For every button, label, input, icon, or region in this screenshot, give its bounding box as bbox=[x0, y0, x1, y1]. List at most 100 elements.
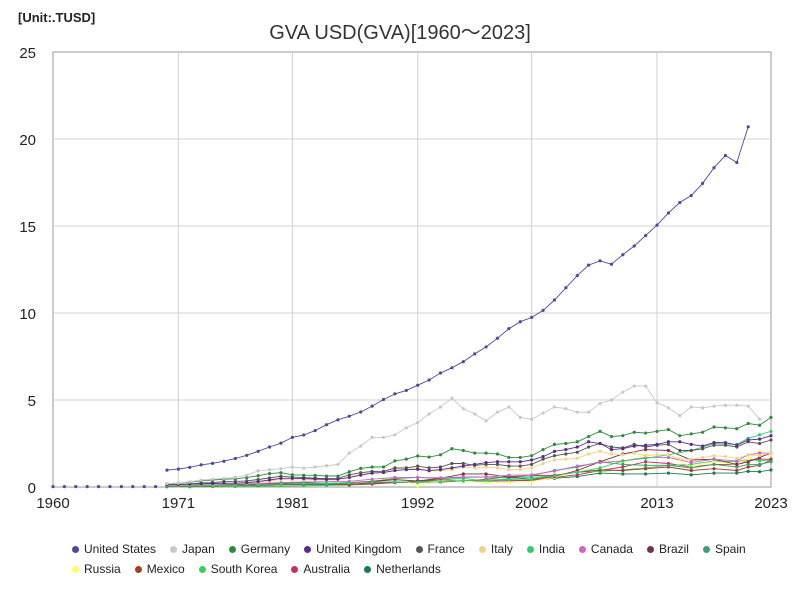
data-point bbox=[85, 485, 89, 489]
data-point bbox=[564, 452, 568, 456]
data-point bbox=[279, 467, 283, 471]
data-point bbox=[427, 412, 431, 416]
data-point bbox=[359, 444, 363, 448]
data-point bbox=[359, 466, 363, 470]
data-point bbox=[758, 451, 762, 455]
data-point bbox=[735, 465, 739, 469]
data-point bbox=[404, 457, 408, 461]
data-point bbox=[347, 475, 351, 480]
data-point bbox=[222, 481, 226, 485]
data-point bbox=[758, 441, 762, 446]
data-point bbox=[302, 477, 306, 481]
data-point bbox=[313, 477, 317, 481]
data-point bbox=[655, 453, 659, 457]
data-point bbox=[199, 463, 203, 467]
data-point bbox=[222, 476, 226, 480]
data-point bbox=[427, 466, 431, 470]
data-point bbox=[644, 463, 648, 467]
data-point bbox=[701, 181, 705, 185]
data-point bbox=[712, 457, 716, 461]
data-point bbox=[245, 476, 249, 480]
series-line bbox=[166, 450, 772, 486]
data-point bbox=[701, 430, 705, 434]
data-point bbox=[541, 457, 545, 461]
data-point bbox=[530, 454, 534, 458]
data-point bbox=[746, 465, 750, 469]
data-point bbox=[666, 448, 671, 453]
data-point bbox=[621, 459, 625, 463]
data-point bbox=[119, 485, 123, 489]
data-point bbox=[279, 476, 283, 480]
data-point bbox=[416, 383, 420, 387]
legend-row: Russia Mexico South Korea Australia Netherla… bbox=[72, 562, 772, 576]
data-point bbox=[336, 418, 340, 422]
data-point bbox=[712, 443, 716, 447]
legend-label: Japan bbox=[182, 542, 215, 556]
series-line bbox=[166, 126, 749, 471]
data-point bbox=[609, 452, 614, 456]
x-tick-label: 1981 bbox=[276, 495, 309, 512]
data-point bbox=[495, 336, 500, 340]
data-point bbox=[450, 461, 454, 466]
y-tick-label: 5 bbox=[28, 393, 36, 410]
legend-label: Netherlands bbox=[376, 562, 441, 576]
data-point bbox=[575, 410, 579, 414]
legend-swatch bbox=[170, 545, 178, 553]
data-point bbox=[689, 442, 693, 446]
data-point bbox=[598, 429, 602, 433]
data-point bbox=[347, 481, 351, 485]
data-point bbox=[290, 465, 294, 469]
data-point bbox=[758, 433, 762, 437]
data-point bbox=[746, 469, 750, 473]
data-point bbox=[575, 450, 579, 454]
data-point bbox=[735, 160, 739, 165]
x-tick-label: 2013 bbox=[640, 495, 673, 512]
data-point bbox=[427, 469, 431, 473]
data-point bbox=[530, 477, 534, 481]
data-point bbox=[598, 466, 602, 470]
data-point bbox=[644, 467, 648, 471]
data-point bbox=[735, 468, 739, 473]
data-point bbox=[655, 429, 659, 433]
data-point bbox=[267, 468, 272, 472]
data-point bbox=[758, 454, 762, 458]
data-point bbox=[324, 477, 329, 481]
data-point bbox=[712, 454, 716, 458]
legend-swatch bbox=[646, 545, 654, 553]
data-point bbox=[473, 412, 477, 416]
data-point bbox=[644, 456, 648, 460]
data-point bbox=[359, 410, 363, 414]
data-point bbox=[644, 447, 648, 452]
data-point bbox=[541, 454, 545, 459]
series-line bbox=[166, 417, 772, 485]
data-point bbox=[735, 459, 739, 463]
data-point bbox=[302, 481, 306, 486]
data-point bbox=[530, 462, 534, 466]
data-point bbox=[587, 410, 591, 414]
data-point bbox=[370, 435, 374, 440]
series-japan bbox=[165, 384, 762, 486]
data-point bbox=[644, 454, 648, 458]
data-point bbox=[336, 474, 340, 478]
data-point bbox=[701, 447, 705, 451]
data-point bbox=[552, 449, 557, 453]
data-point bbox=[256, 480, 260, 484]
data-point bbox=[176, 467, 180, 471]
data-point bbox=[495, 410, 500, 414]
data-point bbox=[393, 480, 397, 484]
data-point bbox=[621, 472, 625, 476]
data-point bbox=[621, 434, 625, 438]
data-point bbox=[404, 388, 408, 393]
legend-item: Japan bbox=[170, 542, 215, 556]
data-point bbox=[552, 469, 557, 473]
legend-item: Italy bbox=[478, 542, 513, 556]
data-point bbox=[587, 452, 591, 456]
data-point bbox=[552, 454, 557, 458]
data-point bbox=[416, 484, 420, 488]
data-point bbox=[644, 431, 648, 435]
data-point bbox=[370, 471, 374, 475]
data-point bbox=[438, 480, 443, 484]
data-point bbox=[142, 485, 146, 489]
legend-label: Canada bbox=[590, 542, 633, 556]
x-tick-label: 1992 bbox=[401, 495, 434, 512]
